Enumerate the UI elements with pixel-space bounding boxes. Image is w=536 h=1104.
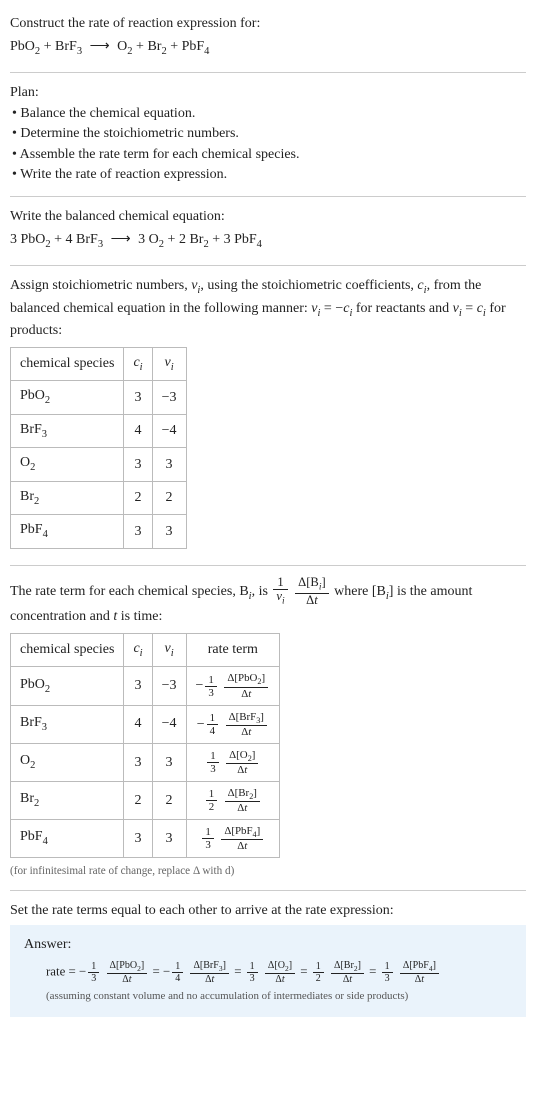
rateterm-footnote: (for infinitesimal rate of change, repla… [10,864,526,880]
divider [10,890,526,891]
divider [10,265,526,266]
final-intro: Set the rate terms equal to each other t… [10,901,526,921]
rateterm-paragraph: The rate term for each chemical species,… [10,576,526,627]
table-row: O23313 Δ[O2]Δt [11,743,280,781]
table-row: PbF433 [11,515,187,548]
divider [10,565,526,566]
rateterm-table: chemical speciesciνirate termPbO23−3−13 … [10,633,280,858]
prompt-text: Construct the rate of reaction expressio… [10,14,526,34]
plan-item: • Balance the chemical equation. [12,104,526,124]
plan-section: Plan: • Balance the chemical equation.• … [10,77,526,192]
balanced-equation: 3 PbO2 + 4 BrF3 ⟶ 3 O2 + 2 Br2 + 3 PbF4 [10,230,526,252]
divider [10,196,526,197]
stoich-section: Assign stoichiometric numbers, νi, using… [10,270,526,560]
balanced-section: Write the balanced chemical equation: 3 … [10,201,526,261]
table-row: PbO23−3 [11,381,187,414]
table-row: Br22212 Δ[Br2]Δt [11,781,280,819]
final-section: Set the rate terms equal to each other t… [10,895,526,1023]
answer-label: Answer: [24,935,512,955]
stoich-paragraph: Assign stoichiometric numbers, νi, using… [10,276,526,341]
answer-box: Answer: rate = −13 Δ[PbO2]Δt = −14 Δ[BrF… [10,925,526,1017]
plan-item: • Write the rate of reaction expression. [12,165,526,185]
table-row: BrF34−4−14 Δ[BrF3]Δt [11,705,280,743]
plan-title: Plan: [10,83,526,103]
answer-expression: rate = −13 Δ[PbO2]Δt = −14 Δ[BrF3]Δt = 1… [24,960,512,985]
table-row: PbF43313 Δ[PbF4]Δt [11,820,280,858]
rateterm-section: The rate term for each chemical species,… [10,570,526,886]
unbalanced-equation: PbO2 + BrF3 ⟶ O2 + Br2 + PbF4 [10,37,526,59]
plan-item: • Assemble the rate term for each chemic… [12,145,526,165]
balanced-intro: Write the balanced chemical equation: [10,207,526,227]
table-row: PbO23−3−13 Δ[PbO2]Δt [11,667,280,705]
table-row: O233 [11,448,187,481]
prompt-section: Construct the rate of reaction expressio… [10,8,526,68]
plan-item: • Determine the stoichiometric numbers. [12,124,526,144]
divider [10,72,526,73]
stoich-table: chemical speciesciνiPbO23−3BrF34−4O233Br… [10,347,187,549]
answer-note: (assuming constant volume and no accumul… [24,989,512,1004]
plan-list: • Balance the chemical equation.• Determ… [10,104,526,185]
table-row: BrF34−4 [11,414,187,447]
table-row: Br222 [11,481,187,514]
